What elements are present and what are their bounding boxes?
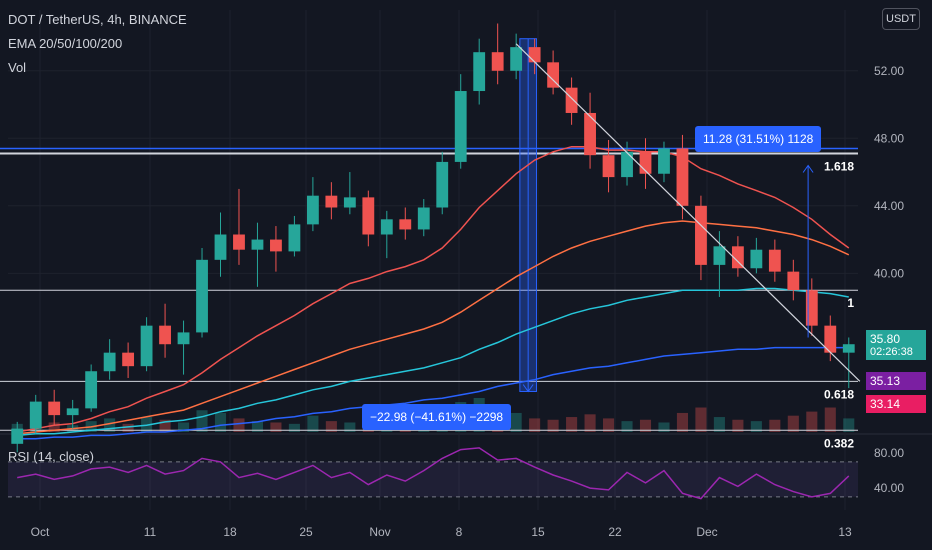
candle-body [270, 240, 282, 252]
volume-bar [511, 413, 522, 432]
volume-legend[interactable]: Vol [8, 60, 26, 75]
candle-body [843, 344, 855, 352]
candle-body [141, 326, 153, 367]
candle-body [325, 196, 337, 208]
volume-bar [714, 417, 725, 432]
x-tick-label: Oct [31, 525, 50, 539]
candle-body [566, 88, 578, 113]
volume-bar [215, 413, 226, 432]
candle-body [215, 235, 227, 260]
ema-price-tag-a: 35.13 [866, 372, 926, 390]
x-tick-label: 15 [531, 525, 545, 539]
candle-body [381, 219, 393, 234]
candle-body [85, 371, 97, 408]
candle-body [104, 353, 116, 372]
measure-down-label[interactable]: −22.98 (−41.61%) −2298 [362, 404, 511, 430]
candle-body [233, 235, 245, 250]
rsi-band-fill [8, 462, 858, 497]
rsi-legend[interactable]: RSI (14, close) [8, 449, 94, 464]
candle-body [159, 326, 171, 345]
candle-body [122, 353, 134, 367]
candle-body [418, 207, 430, 229]
candle-body [178, 332, 190, 344]
y-tick-label: 52.00 [874, 64, 904, 78]
volume-bar [825, 408, 836, 432]
candle-body [769, 250, 781, 272]
volume-bar [677, 413, 688, 432]
y-tick-label: 44.00 [874, 199, 904, 213]
volume-bar [695, 408, 706, 432]
volume-bar [585, 414, 596, 432]
x-tick-label: 22 [608, 525, 622, 539]
currency-unit-button[interactable]: USDT [882, 8, 920, 30]
candle-body [196, 260, 208, 333]
candle-body [492, 52, 504, 71]
rsi-band [8, 462, 858, 497]
candle-body [714, 246, 726, 265]
y-tick-label: 48.00 [874, 131, 904, 145]
candle-body [67, 408, 79, 415]
rsi-tick-label: 40.00 [874, 481, 904, 495]
candle-body [307, 196, 319, 225]
candle-body [677, 148, 689, 205]
y-tick-label: 40.00 [874, 266, 904, 280]
x-tick-label: Nov [369, 525, 390, 539]
volume-bar [566, 417, 577, 432]
candle-body [750, 250, 762, 269]
candle-body [362, 197, 374, 234]
rsi-tick-label: 80.00 [874, 446, 904, 460]
x-tick-label: 11 [144, 525, 157, 539]
candle-body [621, 152, 633, 177]
fib-label: 0.618 [824, 387, 854, 401]
fib-label: 0.382 [824, 436, 854, 450]
bar-countdown: 02:26:38 [870, 346, 922, 358]
candle-body [529, 47, 541, 62]
last-price-tag: 35.80 02:26:38 [866, 330, 926, 360]
x-tick-label: 8 [456, 525, 463, 539]
fib-label: 1.618 [824, 159, 854, 173]
candle-body [48, 402, 60, 416]
candle-body [584, 113, 596, 155]
x-tick-label: 25 [299, 525, 313, 539]
x-tick-label: Dec [696, 525, 717, 539]
x-tick-label: 18 [223, 525, 237, 539]
candle-body [344, 197, 356, 207]
candle-body [30, 402, 42, 429]
ema-legend[interactable]: EMA 20/50/100/200 [8, 36, 122, 51]
candle-body [603, 155, 615, 177]
candle-body [11, 429, 23, 444]
candle-body [473, 52, 485, 91]
x-tick-label: 13 [838, 525, 852, 539]
volume-bar [788, 416, 799, 432]
candle-body [252, 240, 264, 250]
measure-down-shape[interactable] [520, 39, 537, 392]
fib-label: 1 [847, 296, 854, 310]
last-price-value: 35.80 [870, 332, 922, 346]
candle-body [289, 224, 301, 251]
candle-body [695, 206, 707, 265]
volume-bar [307, 416, 318, 432]
ema-price-tag-b: 33.14 [866, 395, 926, 413]
candle-body [658, 148, 670, 173]
candle-body [510, 47, 522, 71]
measure-up-label[interactable]: 11.28 (31.51%) 1128 [695, 126, 821, 152]
volume-bar [806, 412, 817, 432]
symbol-legend[interactable]: DOT / TetherUS, 4h, BINANCE [8, 12, 187, 27]
candle-body [787, 272, 799, 291]
candle-body [455, 91, 467, 162]
candle-body [399, 219, 411, 229]
candle-body [436, 162, 448, 208]
